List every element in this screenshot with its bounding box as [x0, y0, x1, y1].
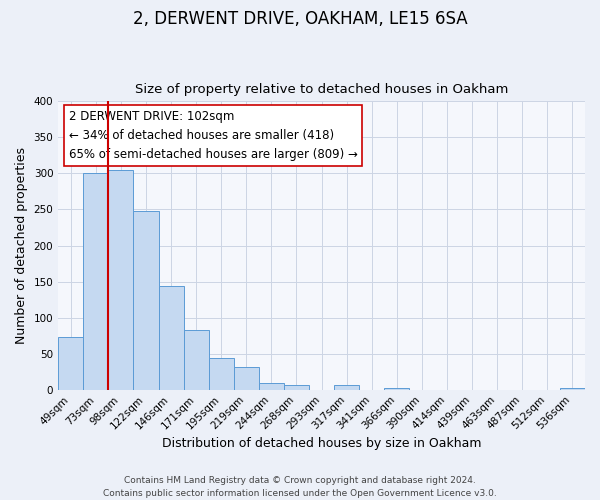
- Bar: [58, 337, 83, 390]
- Bar: [560, 388, 585, 390]
- Text: 2, DERWENT DRIVE, OAKHAM, LE15 6SA: 2, DERWENT DRIVE, OAKHAM, LE15 6SA: [133, 10, 467, 28]
- Bar: [133, 211, 158, 390]
- Bar: [83, 174, 109, 390]
- X-axis label: Distribution of detached houses by size in Oakham: Distribution of detached houses by size …: [162, 437, 481, 450]
- Text: Contains HM Land Registry data © Crown copyright and database right 2024.
Contai: Contains HM Land Registry data © Crown c…: [103, 476, 497, 498]
- Text: 2 DERWENT DRIVE: 102sqm
← 34% of detached houses are smaller (418)
65% of semi-d: 2 DERWENT DRIVE: 102sqm ← 34% of detache…: [69, 110, 358, 161]
- Bar: [284, 384, 309, 390]
- Bar: [109, 170, 133, 390]
- Y-axis label: Number of detached properties: Number of detached properties: [15, 147, 28, 344]
- Bar: [234, 366, 259, 390]
- Bar: [158, 286, 184, 390]
- Bar: [259, 382, 284, 390]
- Bar: [209, 358, 234, 390]
- Bar: [184, 330, 209, 390]
- Bar: [385, 388, 409, 390]
- Title: Size of property relative to detached houses in Oakham: Size of property relative to detached ho…: [135, 83, 508, 96]
- Bar: [334, 384, 359, 390]
